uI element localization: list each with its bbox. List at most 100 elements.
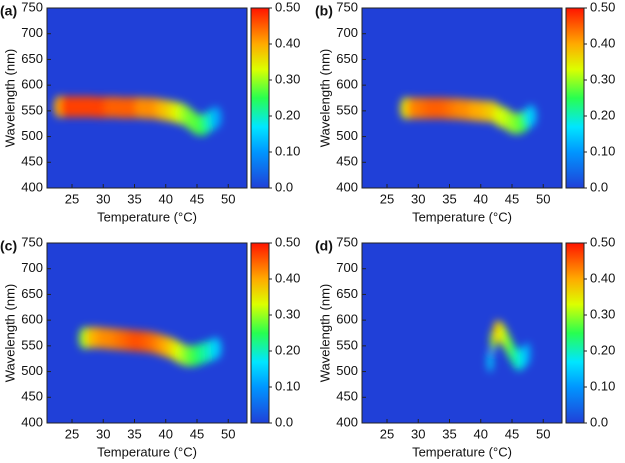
- x-tick-label: 35: [442, 191, 456, 206]
- colorbar-tick-label: 0.0: [275, 179, 293, 194]
- intensity-band: [53, 95, 222, 137]
- colorbar-tick-label: 0.40: [275, 270, 300, 285]
- x-tick-label: 30: [96, 191, 110, 206]
- y-tick-label: 400: [21, 414, 43, 429]
- x-tick-label: 30: [411, 426, 425, 441]
- y-axis-title: Wavelength (nm): [317, 49, 332, 148]
- x-axis-title: Temperature (°C): [97, 209, 197, 224]
- y-tick-label: 750: [21, 0, 43, 14]
- y-tick-label: 500: [336, 128, 358, 143]
- x-tick-label: 40: [474, 426, 488, 441]
- x-axis-title: Temperature (°C): [412, 444, 512, 459]
- colorbar-tick-label: 0.10: [275, 378, 300, 393]
- y-tick-label: 550: [336, 102, 358, 117]
- plot-background: [362, 8, 562, 188]
- panel: 25 30 35 40 45 50 400 450 500 550 600 650 700 750 Temp…: [0, 0, 300, 224]
- x-tick-label: 45: [190, 426, 204, 441]
- x-tick-label: 45: [505, 426, 519, 441]
- x-tick-label: 40: [159, 191, 173, 206]
- y-tick-label: 450: [21, 389, 43, 404]
- x-tick-label: 40: [474, 191, 488, 206]
- intensity-band: [487, 320, 531, 373]
- y-tick-label: 600: [336, 312, 358, 327]
- y-axis-title: Wavelength (nm): [2, 284, 17, 383]
- y-tick-label: 750: [336, 234, 358, 249]
- colorbar-tick-label: 0.50: [590, 234, 615, 249]
- plot-frame: [361, 242, 563, 424]
- intensity-band: [400, 97, 537, 135]
- x-tick-label: 25: [380, 426, 394, 441]
- x-tick-label: 50: [536, 426, 550, 441]
- colorbar-tick-label: 0.20: [590, 342, 615, 357]
- intensity-band: [78, 326, 222, 368]
- x-tick-label: 50: [536, 191, 550, 206]
- colorbar-tick-label: 0.20: [275, 342, 300, 357]
- colorbar-tick-label: 0.0: [590, 179, 608, 194]
- y-tick-label: 500: [21, 363, 43, 378]
- y-tick-label: 550: [21, 337, 43, 352]
- colorbar-tick-label: 0.30: [590, 306, 615, 321]
- y-axis-title: Wavelength (nm): [317, 284, 332, 383]
- panel-label: (b): [315, 3, 333, 19]
- y-tick-label: 650: [21, 286, 43, 301]
- colorbar-tick-label: 0.40: [275, 35, 300, 50]
- panel-label: (c): [0, 238, 17, 254]
- x-tick-label: 25: [380, 191, 394, 206]
- colorbar-tick-label: 0.10: [590, 378, 615, 393]
- y-axis-title: Wavelength (nm): [2, 49, 17, 148]
- y-tick-label: 700: [21, 260, 43, 275]
- colorbar: [250, 7, 270, 189]
- plot-frame: [46, 7, 248, 189]
- plot-background: [362, 243, 562, 423]
- colorbar: [250, 242, 270, 424]
- x-tick-label: 30: [96, 426, 110, 441]
- y-tick-label: 700: [336, 25, 358, 40]
- panel: 25 30 35 40 45 50 400 450 500 550 600 650 700 750 Temp…: [315, 234, 615, 459]
- x-axis-title: Temperature (°C): [97, 444, 197, 459]
- y-tick-label: 650: [336, 286, 358, 301]
- intensity-cell: [210, 337, 222, 360]
- y-tick-label: 750: [336, 0, 358, 14]
- plot-frame: [46, 242, 248, 424]
- x-tick-label: 45: [190, 191, 204, 206]
- y-tick-label: 700: [21, 25, 43, 40]
- x-tick-label: 40: [159, 426, 173, 441]
- colorbar-tick-label: 0.30: [275, 71, 300, 86]
- colorbar: [565, 7, 585, 189]
- x-tick-label: 25: [65, 191, 79, 206]
- colorbar-tick-label: 0.50: [590, 0, 615, 14]
- x-axis-title: Temperature (°C): [412, 209, 512, 224]
- y-tick-label: 500: [21, 128, 43, 143]
- colorbar-tick-label: 0.20: [590, 107, 615, 122]
- colorbar: [565, 242, 585, 424]
- x-tick-label: 35: [127, 426, 141, 441]
- colorbar-tick-label: 0.20: [275, 107, 300, 122]
- y-tick-label: 450: [21, 154, 43, 169]
- colorbar-tick-label: 0.10: [590, 143, 615, 158]
- y-tick-label: 750: [21, 234, 43, 249]
- colorbar-tick-label: 0.40: [590, 270, 615, 285]
- colorbar-tick-label: 0.40: [590, 35, 615, 50]
- intensity-cell: [210, 106, 222, 129]
- y-tick-label: 600: [336, 77, 358, 92]
- colorbar-tick-label: 0.30: [275, 306, 300, 321]
- y-tick-label: 400: [21, 179, 43, 194]
- y-tick-label: 400: [336, 179, 358, 194]
- y-tick-label: 600: [21, 312, 43, 327]
- colorbar-tick-label: 0.10: [275, 143, 300, 158]
- y-tick-label: 600: [21, 77, 43, 92]
- y-tick-label: 400: [336, 414, 358, 429]
- y-tick-label: 650: [336, 51, 358, 66]
- panel: 25 30 35 40 45 50 400 450 500 550 600 650 700 750 Temp…: [315, 0, 615, 224]
- x-tick-label: 35: [127, 191, 141, 206]
- panel-label: (a): [0, 3, 17, 19]
- colorbar-tick-label: 0.0: [275, 414, 293, 429]
- colorbar-tick-label: 0.30: [590, 71, 615, 86]
- panel-label: (d): [315, 238, 333, 254]
- y-tick-label: 650: [21, 51, 43, 66]
- intensity-cell: [524, 342, 531, 365]
- y-tick-label: 450: [336, 154, 358, 169]
- plot-frame: [361, 7, 563, 189]
- y-tick-label: 550: [21, 102, 43, 117]
